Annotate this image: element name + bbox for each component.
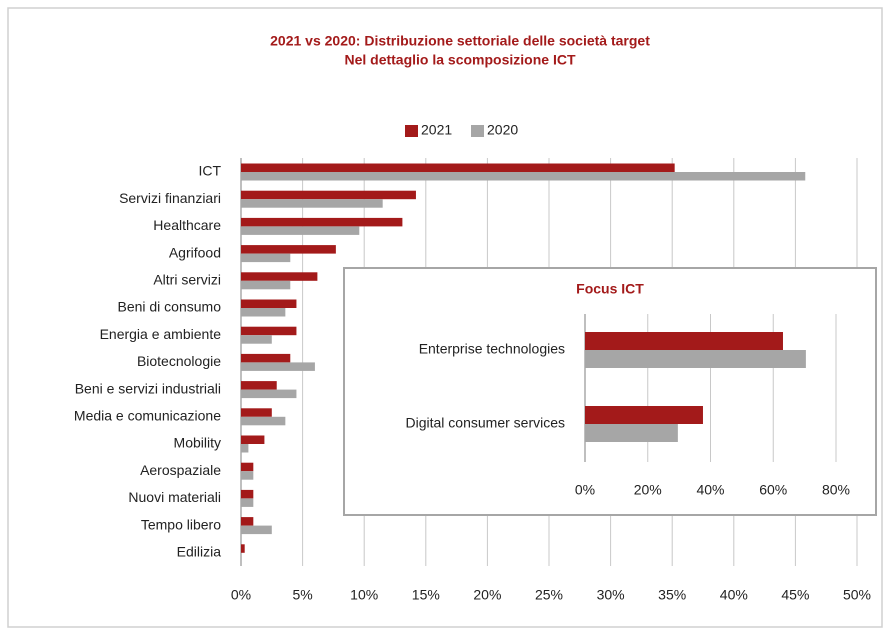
bar xyxy=(585,350,806,368)
bar xyxy=(241,226,360,235)
y-tick-label: Beni e servizi industriali xyxy=(75,380,221,396)
x-tick-label: 30% xyxy=(597,587,625,603)
bar xyxy=(241,217,403,227)
x-tick-label: 40% xyxy=(696,482,724,498)
inset-box xyxy=(343,267,877,516)
x-tick-label: 40% xyxy=(720,587,748,603)
bar xyxy=(585,332,783,350)
y-tick-label: Mobility xyxy=(174,435,221,451)
bar xyxy=(241,416,286,426)
x-tick-label: 20% xyxy=(634,482,662,498)
legend-swatch xyxy=(471,125,484,137)
bar xyxy=(241,498,254,507)
legend-swatch xyxy=(405,125,418,137)
bar xyxy=(241,299,297,308)
bar xyxy=(241,308,286,317)
y-tick-label: Aerospaziale xyxy=(140,462,221,478)
x-tick-label: 25% xyxy=(535,587,563,603)
chart-title: Focus ICT xyxy=(576,281,644,297)
bar xyxy=(585,406,703,424)
bar xyxy=(241,471,254,480)
bar xyxy=(241,444,249,453)
bar xyxy=(241,408,272,417)
y-tick-label: ICT xyxy=(198,163,221,179)
bar xyxy=(241,253,291,263)
bar xyxy=(241,199,383,208)
bar xyxy=(241,353,291,363)
x-tick-label: 15% xyxy=(412,587,440,603)
y-tick-label: Altri servizi xyxy=(153,272,221,288)
bar xyxy=(241,381,277,390)
bar xyxy=(241,326,297,336)
y-tick-label: Digital consumer services xyxy=(406,415,566,431)
chart-subtitle: Nel dettaglio la scomposizione ICT xyxy=(344,52,575,68)
bar xyxy=(241,245,336,254)
y-tick-label: Enterprise technologies xyxy=(419,341,565,357)
y-tick-label: Beni di consumo xyxy=(117,299,221,315)
y-tick-label: Nuovi materiali xyxy=(128,489,221,505)
y-tick-label: Edilizia xyxy=(177,544,222,560)
bar xyxy=(585,424,678,442)
bar xyxy=(241,525,272,535)
bar xyxy=(241,163,675,172)
y-tick-label: Agrifood xyxy=(169,244,221,260)
x-tick-label: 0% xyxy=(231,587,251,603)
legend-label: 2021 xyxy=(421,122,452,138)
y-tick-label: Biotecnologie xyxy=(137,353,221,369)
bar xyxy=(241,389,297,399)
x-tick-label: 35% xyxy=(658,587,686,603)
bar xyxy=(241,435,265,444)
bar xyxy=(241,362,315,371)
bar xyxy=(241,280,291,290)
y-tick-label: Media e comunicazione xyxy=(74,408,221,424)
y-tick-label: Servizi finanziari xyxy=(119,190,221,206)
x-tick-label: 45% xyxy=(781,587,809,603)
bar xyxy=(241,335,272,344)
y-tick-label: Healthcare xyxy=(153,217,221,233)
x-tick-label: 10% xyxy=(350,587,378,603)
chart-title: 2021 vs 2020: Distribuzione settoriale d… xyxy=(270,33,650,49)
x-tick-label: 5% xyxy=(292,587,312,603)
y-tick-label: Energia e ambiente xyxy=(100,326,222,342)
bar xyxy=(241,272,318,281)
bar xyxy=(241,172,806,181)
x-tick-label: 80% xyxy=(822,482,850,498)
bar xyxy=(241,462,254,472)
x-tick-label: 20% xyxy=(473,587,501,603)
bar xyxy=(241,517,254,526)
y-tick-label: Tempo libero xyxy=(141,516,221,532)
bar xyxy=(241,190,416,200)
x-tick-label: 60% xyxy=(759,482,787,498)
legend-label: 2020 xyxy=(487,122,518,138)
bar xyxy=(241,544,245,553)
x-tick-label: 0% xyxy=(575,482,595,498)
x-tick-label: 50% xyxy=(843,587,871,603)
bar xyxy=(241,489,254,499)
